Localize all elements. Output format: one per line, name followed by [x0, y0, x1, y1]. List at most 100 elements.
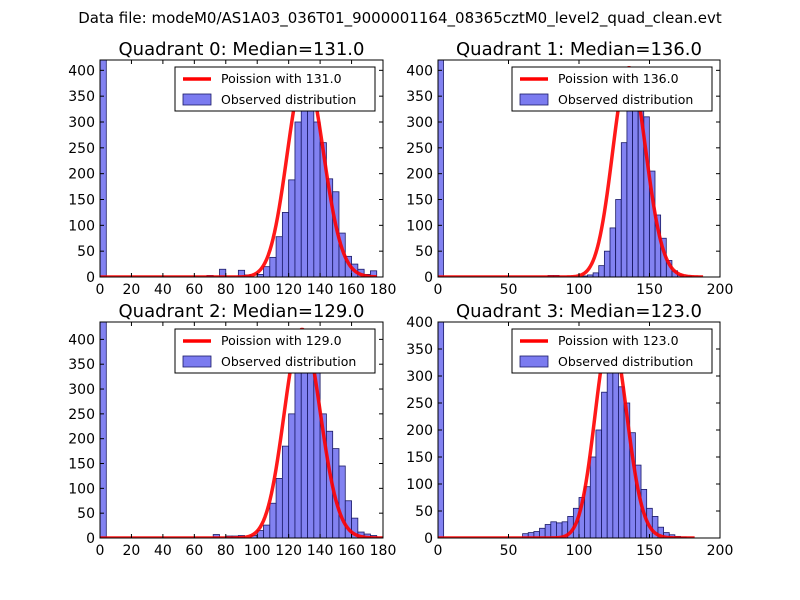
histogram-bar [589, 456, 597, 538]
y-tick-label: 350 [406, 342, 433, 358]
histogram-bar [269, 256, 277, 277]
histogram-bar [618, 386, 625, 538]
histogram-bar [626, 98, 633, 277]
x-tick-label: 160 [338, 543, 365, 559]
x-tick-label: 50 [500, 543, 518, 559]
legend-label-observed: Observed distribution [221, 92, 356, 107]
histogram-bar [294, 121, 302, 277]
y-tick-label: 350 [68, 357, 95, 373]
panel-title: Quadrant 0: Median=131.0 [119, 39, 365, 60]
legend-bar-swatch [519, 93, 549, 106]
legend: Poission with 129.0 Observed distribution [174, 328, 376, 374]
axes-frame [99, 321, 384, 539]
y-tick-label: 400 [406, 63, 433, 79]
legend-bar-swatch [519, 355, 549, 368]
histogram-bar [550, 521, 557, 538]
histogram-bar [601, 391, 608, 538]
y-tick-label: 350 [406, 89, 433, 105]
y-tick-label: 300 [68, 382, 95, 398]
x-tick-label: 120 [275, 543, 302, 559]
y-tick-label: 300 [406, 369, 433, 385]
x-tick-label: 40 [154, 282, 172, 298]
histogram-bar [313, 121, 321, 277]
figure-title: Data file: modeM0/AS1A03_036T01_90000011… [78, 9, 722, 27]
histogram-bar [288, 179, 296, 277]
panel-quadrant-1: 0 50 100 150 200 0 50 100 150 200 250 300 350 400 Quad… [406, 39, 733, 298]
x-tick-label: 140 [307, 543, 334, 559]
histogram-bar [275, 478, 283, 538]
axes-frame [99, 59, 384, 278]
y-tick-label: 250 [68, 141, 95, 157]
histogram-bar [100, 60, 107, 277]
x-tick-label: 150 [636, 543, 663, 559]
panel-quadrant-0: 0 20 40 60 80 100 120 140 160 1800501001502002503… [68, 39, 396, 298]
x-tick-label: 100 [566, 543, 593, 559]
legend: Poission with 123.0 Observed distribution [511, 328, 713, 374]
y-tick-label: 200 [406, 423, 433, 439]
y-tick-label: 50 [77, 244, 95, 260]
histogram-bar [603, 250, 611, 277]
x-tick-label: 100 [244, 282, 271, 298]
histogram-bar [620, 142, 628, 277]
y-tick-label: 50 [415, 504, 433, 520]
y-tick-label: 0 [424, 531, 433, 547]
histogram-bar [609, 227, 616, 277]
legend-label-observed: Observed distribution [558, 354, 693, 369]
y-tick-label: 50 [77, 506, 95, 522]
histogram-bar [281, 445, 290, 538]
histogram-bar [294, 371, 302, 538]
x-tick-label: 180 [370, 543, 397, 559]
x-tick-label: 140 [307, 282, 334, 298]
y-tick-label: 0 [86, 531, 95, 547]
x-tick-label: 180 [370, 282, 397, 298]
x-tick-label: 60 [185, 543, 203, 559]
legend-label-poisson: Poission with 136.0 [558, 71, 679, 86]
legend-label-poisson: Poission with 129.0 [221, 333, 342, 348]
y-tick-label: 200 [406, 167, 433, 183]
legend: Poission with 131.0 Observed distribution [174, 66, 376, 112]
legend-label-poisson: Poission with 123.0 [558, 333, 679, 348]
y-tick-label: 400 [68, 332, 95, 348]
x-tick-label: 100 [566, 282, 593, 298]
histogram-bar [281, 212, 290, 277]
x-tick-label: 0 [96, 282, 105, 298]
y-tick-label: 0 [86, 270, 95, 286]
legend-label-observed: Observed distribution [221, 354, 356, 369]
y-tick-label: 250 [68, 407, 95, 423]
y-tick-label: 150 [68, 193, 95, 209]
x-tick-label: 120 [275, 282, 302, 298]
y-tick-label: 200 [68, 432, 95, 448]
legend-bar-swatch [182, 355, 212, 368]
histogram-bar [263, 266, 271, 277]
x-tick-label: 200 [707, 543, 734, 559]
legend-label-observed: Observed distribution [558, 92, 693, 107]
y-tick-label: 150 [406, 193, 433, 209]
poisson-curve [438, 329, 695, 538]
histogram-bar [592, 272, 599, 277]
x-tick-label: 150 [636, 282, 663, 298]
x-tick-label: 200 [707, 282, 734, 298]
x-tick-label: 80 [217, 543, 235, 559]
histogram-bar [438, 60, 444, 277]
legend: Poission with 136.0 Observed distribution [511, 66, 713, 112]
histogram-bar [612, 348, 619, 538]
panel-quadrant-2: 0 20 40 60 80 100 120 140 160 1800501001502002503… [68, 301, 396, 559]
y-tick-label: 100 [68, 218, 95, 234]
x-tick-label: 60 [185, 282, 203, 298]
x-tick-label: 20 [123, 282, 141, 298]
histogram-bar [615, 199, 622, 277]
histogram-bar [100, 322, 107, 538]
x-tick-label: 20 [123, 543, 141, 559]
plot-area [438, 322, 695, 538]
x-tick-label: 0 [434, 282, 443, 298]
y-tick-label: 150 [68, 457, 95, 473]
y-tick-label: 250 [406, 396, 433, 412]
x-tick-label: 0 [96, 543, 105, 559]
y-tick-label: 200 [68, 167, 95, 183]
histogram-bar [338, 465, 346, 538]
y-tick-label: 300 [68, 115, 95, 131]
histogram-bar [263, 524, 271, 538]
histogram-bar [269, 502, 277, 538]
histogram-bar [300, 100, 308, 277]
